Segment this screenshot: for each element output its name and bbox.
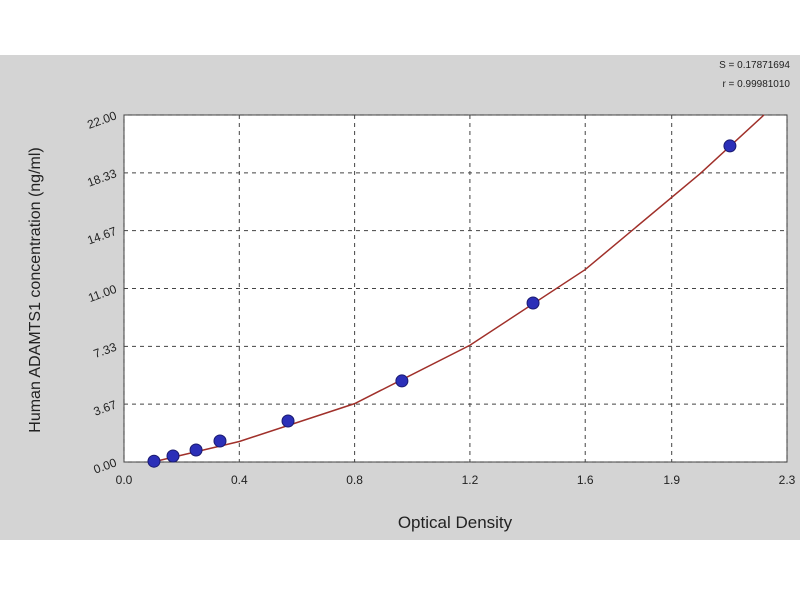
x-tick-label: 0.8 bbox=[346, 473, 363, 487]
data-point bbox=[526, 296, 540, 310]
x-tick-label: 2.3 bbox=[779, 473, 796, 487]
y-axis-title: Human ADAMTS1 concentration (ng/ml) bbox=[27, 147, 44, 432]
data-point bbox=[723, 139, 737, 153]
data-point bbox=[166, 449, 180, 463]
x-tick-label: 1.2 bbox=[462, 473, 479, 487]
data-point bbox=[395, 374, 409, 388]
x-axis-title: Optical Density bbox=[398, 513, 513, 532]
x-tick-label: 1.9 bbox=[663, 473, 680, 487]
x-tick-label: 0.0 bbox=[116, 473, 133, 487]
data-point bbox=[189, 443, 203, 457]
annotation: r = 0.99981010 bbox=[722, 79, 790, 90]
data-point bbox=[281, 414, 295, 428]
fit-curve bbox=[152, 114, 765, 463]
annotation: S = 0.17871694 bbox=[719, 60, 790, 71]
x-tick-label: 0.4 bbox=[231, 473, 248, 487]
data-point bbox=[213, 434, 227, 448]
x-tick-label: 1.6 bbox=[577, 473, 594, 487]
data-point bbox=[147, 454, 161, 468]
